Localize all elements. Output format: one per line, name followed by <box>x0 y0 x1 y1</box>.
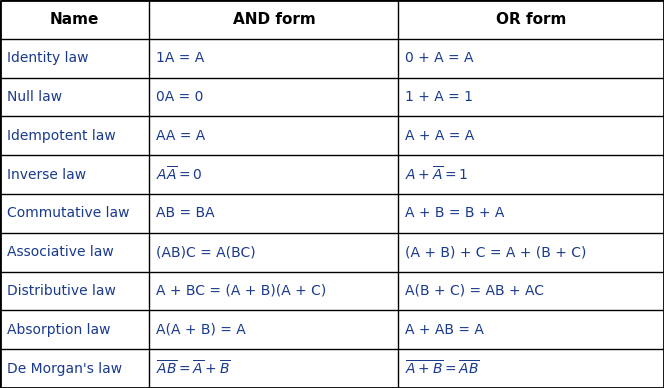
Text: A + AB = A: A + AB = A <box>405 323 484 337</box>
Text: A + A = A: A + A = A <box>405 129 474 143</box>
Text: A(A + B) = A: A(A + B) = A <box>156 323 246 337</box>
Text: A + BC = (A + B)(A + C): A + BC = (A + B)(A + C) <box>156 284 326 298</box>
Text: (AB)C = A(BC): (AB)C = A(BC) <box>156 245 256 259</box>
Text: Idempotent law: Idempotent law <box>7 129 116 143</box>
Text: AND form: AND form <box>232 12 315 27</box>
Text: Null law: Null law <box>7 90 62 104</box>
Text: A + B = B + A: A + B = B + A <box>405 206 505 220</box>
Text: $A\overline{A} = 0$: $A\overline{A} = 0$ <box>156 165 203 184</box>
Text: Inverse law: Inverse law <box>7 168 86 182</box>
Text: $\overline{A + B} = \overline{A}\overline{B}$: $\overline{A + B} = \overline{A}\overlin… <box>405 359 480 378</box>
Text: Identity law: Identity law <box>7 51 88 65</box>
Text: (A + B) + C = A + (B + C): (A + B) + C = A + (B + C) <box>405 245 586 259</box>
Text: 1 + A = 1: 1 + A = 1 <box>405 90 473 104</box>
Text: Associative law: Associative law <box>7 245 114 259</box>
Text: 0 + A = A: 0 + A = A <box>405 51 473 65</box>
Text: De Morgan's law: De Morgan's law <box>7 362 122 376</box>
Text: Commutative law: Commutative law <box>7 206 129 220</box>
Text: $A + \overline{A} = 1$: $A + \overline{A} = 1$ <box>405 165 468 184</box>
Text: 0A = 0: 0A = 0 <box>156 90 203 104</box>
Text: AB = BA: AB = BA <box>156 206 214 220</box>
Text: OR form: OR form <box>496 12 566 27</box>
Text: $\overline{AB} = \overline{A} + \overline{B}$: $\overline{AB} = \overline{A} + \overlin… <box>156 359 231 378</box>
Text: Absorption law: Absorption law <box>7 323 110 337</box>
Text: A(B + C) = AB + AC: A(B + C) = AB + AC <box>405 284 544 298</box>
Text: Distributive law: Distributive law <box>7 284 116 298</box>
Text: Name: Name <box>50 12 100 27</box>
Text: 1A = A: 1A = A <box>156 51 205 65</box>
Text: AA = A: AA = A <box>156 129 205 143</box>
